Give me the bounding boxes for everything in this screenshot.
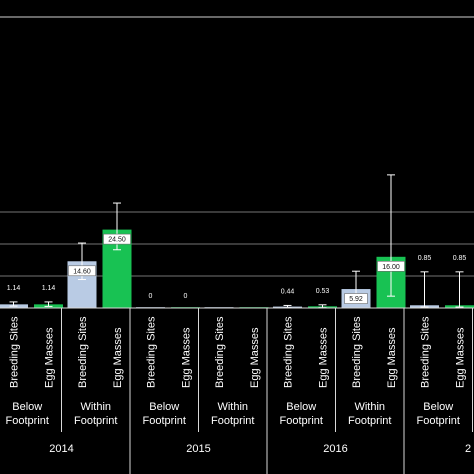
- year-label: 2014: [49, 443, 73, 455]
- data-label: 0: [184, 293, 188, 300]
- footprint-label-line: Below: [423, 401, 453, 413]
- footprint-label: Within Footprint: [211, 401, 254, 427]
- footprint-label-line: Footprint: [348, 415, 391, 427]
- series-axis-label: Egg Masses: [181, 327, 193, 388]
- data-label: 0.53: [316, 288, 330, 295]
- footprint-label: Below Footprint: [417, 401, 460, 427]
- series-axis-label: Breeding Sites: [77, 316, 89, 388]
- series-axis-label: Breeding Sites: [146, 316, 158, 388]
- footprint-label-line: Footprint: [6, 415, 49, 427]
- data-label: 24.50: [108, 237, 126, 244]
- footprint-label-line: Footprint: [74, 415, 117, 427]
- footprint-label-line: Within: [354, 401, 385, 413]
- series-axis-label: Breeding Sites: [283, 316, 295, 388]
- footprint-label-line: Below: [12, 401, 42, 413]
- data-label-box: [103, 233, 131, 245]
- series-axis-label: Egg Masses: [249, 327, 261, 388]
- footprint-label-line: Within: [217, 401, 248, 413]
- series-axis-label: Egg Masses: [318, 327, 330, 388]
- data-label-box: [68, 265, 96, 277]
- footprint-label-line: Footprint: [280, 415, 323, 427]
- footprint-label-line: Below: [149, 401, 179, 413]
- data-label: 0.85: [418, 255, 432, 262]
- series-axis-label: Egg Masses: [386, 327, 398, 388]
- series-axis-label: Breeding Sites: [214, 316, 226, 388]
- footprint-label-line: Below: [286, 401, 316, 413]
- series-axis-label: Breeding Sites: [9, 316, 21, 388]
- footprint-label: Below Footprint: [6, 401, 49, 427]
- data-label: 1.14: [7, 285, 21, 292]
- data-label-box: [344, 293, 368, 304]
- series-axis-label: Egg Masses: [44, 327, 56, 388]
- data-label: 14.60: [73, 268, 91, 275]
- data-label-box: [377, 260, 405, 272]
- footprint-label-line: Footprint: [211, 415, 254, 427]
- data-label: 5.92: [349, 296, 363, 303]
- data-labels: 1.14 1.14 14.60 24.50 0 0 0.44 0.53 5.92 16.00 0.8…: [7, 233, 467, 304]
- footprint-label: Below Footprint: [143, 401, 186, 427]
- footprint-label-line: Footprint: [143, 415, 186, 427]
- series-axis-label: Breeding Sites: [351, 316, 363, 388]
- data-label: 0: [149, 293, 153, 300]
- footprint-label-line: Footprint: [417, 415, 460, 427]
- footprint-label: Within Footprint: [348, 401, 391, 427]
- data-label: 1.14: [42, 285, 56, 292]
- year-label: 2: [465, 443, 471, 455]
- year-label: 2016: [323, 443, 347, 455]
- data-label: 0.44: [281, 288, 295, 295]
- series-axis-label: Egg Masses: [455, 327, 467, 388]
- footprint-label: Within Footprint: [74, 401, 117, 427]
- data-label: 0.85: [453, 255, 467, 262]
- series-axis-label: Egg Masses: [112, 327, 124, 388]
- series-axis-label: Breeding Sites: [420, 316, 432, 388]
- footprint-label-line: Within: [80, 401, 111, 413]
- data-label: 16.00: [382, 264, 400, 271]
- category-axis: Breeding Sites Egg Masses Below Footprint Br…: [0, 307, 474, 474]
- year-label: 2015: [186, 443, 210, 455]
- footprint-label: Below Footprint: [280, 401, 323, 427]
